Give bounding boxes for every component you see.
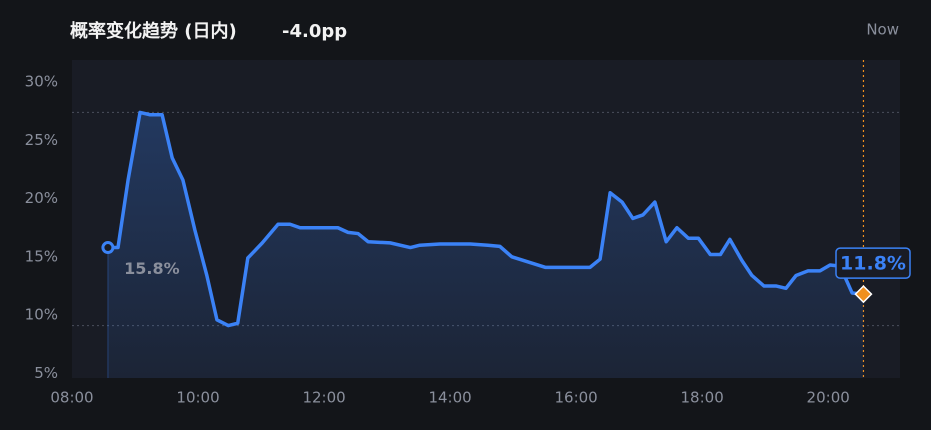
y-tick-label: 30% xyxy=(25,73,58,91)
line xyxy=(107,110,864,328)
start-marker xyxy=(101,241,115,255)
y-tick-label: 20% xyxy=(25,189,58,207)
y-tick-label: 25% xyxy=(25,131,58,149)
x-tick-label: 10:00 xyxy=(176,389,219,407)
end-marker xyxy=(854,285,873,304)
now-label: Now xyxy=(866,21,899,39)
x-tick-label: 08:00 xyxy=(50,389,93,407)
value-label: 11.8% xyxy=(840,253,906,275)
x-tick-label: 16:00 xyxy=(554,389,597,407)
y-tick-label: 15% xyxy=(25,247,58,265)
y-tick-label: 10% xyxy=(25,306,58,324)
x-tick-label: 14:00 xyxy=(428,389,471,407)
value-label-box xyxy=(835,247,911,279)
x-tick-label: 12:00 xyxy=(302,389,345,407)
chart-title: 概率变化趋势 (日内) xyxy=(70,20,237,42)
value-label: 15.8% xyxy=(124,259,180,278)
y-tick-label: 5% xyxy=(34,364,58,382)
x-tick-label: 20:00 xyxy=(807,389,850,407)
x-tick-label: 18:00 xyxy=(681,389,724,407)
change: -4.0pp xyxy=(282,21,347,42)
